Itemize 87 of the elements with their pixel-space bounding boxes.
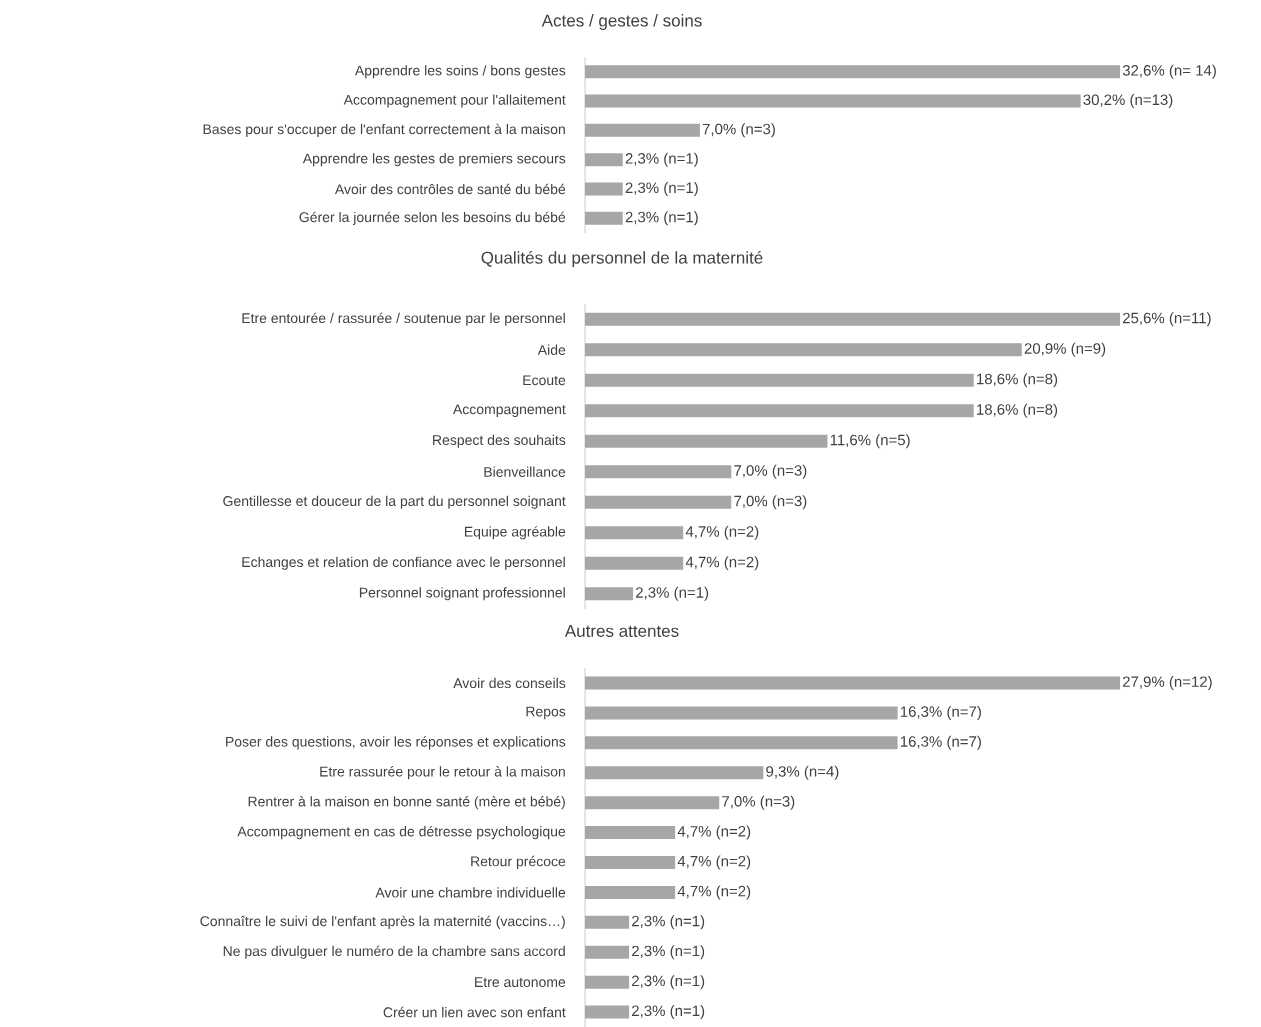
bar [585,343,1022,357]
y-tick-label: Gérer la journée selon les besoins du bébé [299,211,566,225]
data-label: 7,0% (n=3) [702,123,775,138]
data-label: 2,3% (n=1) [632,975,705,990]
bar [585,1005,630,1019]
bar [585,404,974,418]
data-label: 4,7% (n=2) [685,525,759,540]
y-tick-label: Accompagnement en cas de détresse psychologique [237,825,566,840]
data-label: 27,9% (n=12) [1122,675,1212,690]
data-label: 4,7% (n=2) [677,885,751,900]
y-tick-label: Créer un lien avec son enfant [383,1006,566,1018]
bar [585,465,732,479]
bar [585,766,764,780]
bar [585,676,1121,690]
data-label: 7,0% (n=3) [734,495,807,510]
bar [585,65,1121,79]
data-label: 11,6% (n=5) [830,434,910,449]
bar [585,94,1081,108]
data-label: 2,3% (n=1) [625,182,698,196]
bar [585,945,630,959]
data-label: 7,0% (n=3) [722,795,795,810]
y-tick-label: Accompagnement pour l'allaitement [343,94,566,108]
y-tick-label: Avoir une chambre individuelle [375,887,566,898]
y-tick-label: Etre rassurée pour le retour à la maison [320,766,565,780]
data-label: 7,0% (n=3) [734,464,807,479]
data-label: 16,3% (n=7) [900,735,981,750]
bar [585,915,630,929]
bar [585,373,974,387]
y-tick-label: Personnel soignant professionnel [359,587,565,601]
bar [585,885,676,899]
bar [585,975,630,989]
data-label: 30,2% (n=13) [1083,94,1173,108]
data-label: 2,3% (n=1) [632,945,705,960]
bar [585,706,898,720]
y-tick-label: Avoir des conseils [453,677,566,689]
y-tick-label: Connaître le suivi de l'enfant après la maternité (vaccins…) [200,915,565,929]
y-tick-label: Etre entourée / rassurée / soutenue par le personnel [242,312,565,326]
y-tick-label: Poser des questions, avoir les réponses et explications [226,736,566,750]
chart-title: Autres attentes [564,625,679,637]
bar [585,495,732,509]
y-tick-label: Apprendre les soins / bons gestes [354,65,566,79]
data-label: 9,3% (n=4) [766,765,839,780]
bar [585,182,623,196]
y-tick-label: Accompagnement [452,404,566,418]
y-tick-label: Aide [537,344,566,355]
chart-title: Actes / gestes / soins [541,14,702,30]
bar [585,526,684,540]
bar [585,153,623,167]
y-tick-label: Apprendre les gestes de premiers secours [302,153,566,167]
bar [585,587,634,601]
data-label: 25,6% (n=11) [1122,312,1211,327]
data-label: 32,6% (n= 14) [1122,64,1216,79]
bar [585,826,676,840]
bar [585,855,676,869]
data-label: 18,6% (n=8) [977,373,1058,388]
chart-title: Qualités du personnel de la maternité [481,251,763,268]
data-label: 4,7% (n=2) [677,825,751,840]
bar [585,796,720,810]
y-tick-label: Respect des souhaits [433,434,566,448]
bar [585,434,828,448]
data-label: 16,3% (n=7) [900,705,981,720]
y-tick-label: Repos [526,706,566,720]
data-label: 2,3% (n=1) [632,915,705,930]
y-tick-label: Equipe agréable [464,526,566,540]
y-tick-label: Ecoute [523,375,566,386]
y-tick-label: Avoir des contrôles de santé du bébé [334,183,566,195]
data-label: 4,7% (n=2) [685,556,759,571]
data-label: 2,3% (n=1) [625,152,698,167]
y-tick-label: Ne pas divulguer le numéro de la chambre sans accord [223,945,565,959]
bar [585,556,684,570]
y-tick-label: Rentrer à la maison en bonne santé (mère et bébé) [248,796,565,810]
bar [585,211,623,225]
y-tick-label: Etre autonome [475,977,566,988]
data-label: 4,7% (n=2) [677,855,751,870]
data-label: 20,9% (n=9) [1024,342,1106,357]
bar [585,312,1121,326]
bar [585,736,898,750]
y-tick-label: Echanges et relation de confiance avec le personnel [242,556,565,570]
y-tick-label: Bases pour s'occuper de l'enfant correctement à la maison [203,123,565,137]
bar [585,123,700,137]
y-tick-label: Retour précoce [471,855,566,870]
data-label: 18,6% (n=8) [977,403,1058,418]
data-label: 2,3% (n=1) [632,1005,705,1020]
y-tick-label: Bienveillance [484,466,566,477]
data-label: 2,3% (n=1) [625,211,698,226]
y-tick-label: Gentillesse et douceur de la part du personnel soignant [223,495,566,509]
data-label: 2,3% (n=1) [636,586,709,601]
